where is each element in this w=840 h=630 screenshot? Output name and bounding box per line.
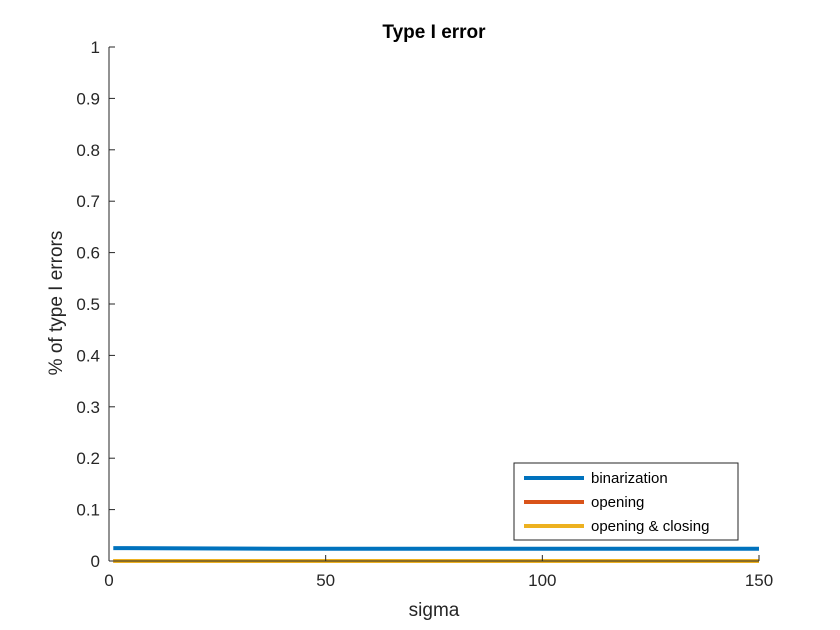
y-tick-label: 0.3: [76, 398, 100, 417]
x-tick-label: 0: [104, 571, 113, 590]
legend-label-1: binarization: [591, 470, 668, 487]
y-tick-label: 0: [91, 552, 100, 571]
y-tick-label: 0.8: [76, 141, 100, 160]
y-tick-label: 0.5: [76, 295, 100, 314]
y-axis-label: % of type I errors: [46, 231, 67, 376]
legend: binarization opening opening & closing: [513, 462, 739, 541]
y-tick-label: 0.9: [76, 89, 100, 108]
x-axis-label: sigma: [409, 600, 460, 621]
y-tick-label: 0.2: [76, 449, 100, 468]
legend-label-3: opening & closing: [591, 518, 709, 535]
x-tick-label: 150: [745, 571, 773, 590]
plot-area: 0 50 100 150 0 0.1 0.2 0.3 0.4 0.5 0.6 0.7 0.8 0.9 1: [76, 38, 773, 590]
series-line-1: [113, 546, 759, 551]
y-tick-label: 0.6: [76, 244, 100, 263]
y-tick-label: 1: [91, 38, 100, 57]
y-tick-label: 0.1: [76, 501, 100, 520]
legend-label-2: opening: [591, 494, 644, 511]
x-tick-label: 50: [316, 571, 335, 590]
x-tick-label: 100: [528, 571, 556, 590]
y-tick-label: 0.7: [76, 192, 100, 211]
chart-title: Type I error: [382, 22, 486, 43]
y-tick-label: 0.4: [76, 346, 100, 365]
